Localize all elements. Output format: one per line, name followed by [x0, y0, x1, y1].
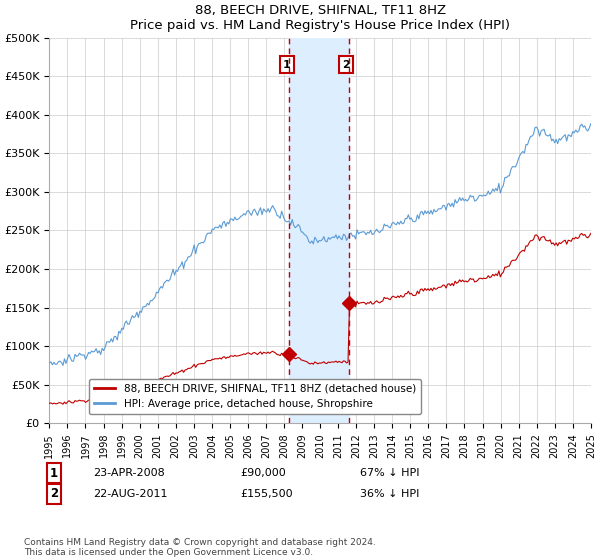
Text: 2: 2	[50, 487, 58, 501]
Text: 67% ↓ HPI: 67% ↓ HPI	[360, 468, 419, 478]
Text: 1: 1	[283, 59, 290, 69]
Text: 2: 2	[343, 59, 350, 69]
Legend: 88, BEECH DRIVE, SHIFNAL, TF11 8HZ (detached house), HPI: Average price, detache: 88, BEECH DRIVE, SHIFNAL, TF11 8HZ (deta…	[89, 379, 421, 414]
Bar	[289, 38, 349, 423]
Text: Contains HM Land Registry data © Crown copyright and database right 2024.
This d: Contains HM Land Registry data © Crown c…	[24, 538, 376, 557]
Text: 36% ↓ HPI: 36% ↓ HPI	[360, 489, 419, 499]
Title: 88, BEECH DRIVE, SHIFNAL, TF11 8HZ
Price paid vs. HM Land Registry's House Price: 88, BEECH DRIVE, SHIFNAL, TF11 8HZ Price…	[130, 4, 510, 32]
Text: £155,500: £155,500	[240, 489, 293, 499]
Text: 23-APR-2008: 23-APR-2008	[93, 468, 165, 478]
Text: 22-AUG-2011: 22-AUG-2011	[93, 489, 167, 499]
Text: £90,000: £90,000	[240, 468, 286, 478]
Text: 1: 1	[50, 466, 58, 480]
